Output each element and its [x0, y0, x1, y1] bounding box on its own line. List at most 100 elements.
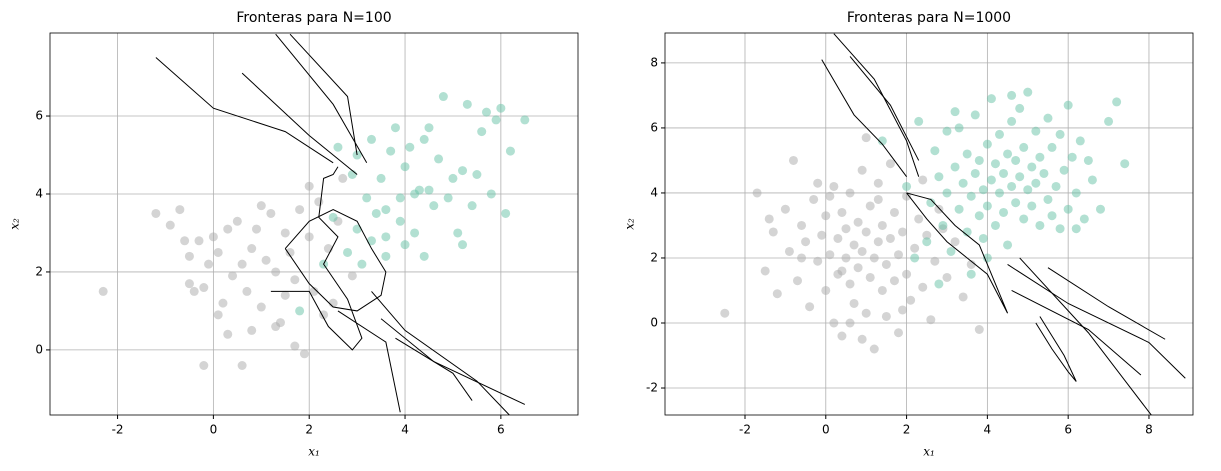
- point: [926, 315, 936, 325]
- point: [1011, 198, 1021, 208]
- decision-boundary: [833, 33, 920, 177]
- point: [175, 205, 185, 215]
- point: [520, 115, 530, 125]
- point: [768, 227, 778, 237]
- y-tick-label: 0: [650, 315, 658, 329]
- point: [448, 173, 458, 183]
- point: [381, 205, 391, 215]
- point: [829, 181, 839, 191]
- point: [857, 165, 867, 175]
- decision-boundary: [284, 209, 387, 312]
- point: [922, 230, 932, 240]
- point: [410, 228, 420, 238]
- point: [954, 204, 964, 214]
- point: [930, 146, 940, 156]
- point: [954, 123, 964, 133]
- point: [829, 318, 839, 328]
- point: [902, 269, 912, 279]
- point: [853, 217, 863, 227]
- point: [410, 189, 420, 199]
- decision-boundary: [1047, 267, 1166, 340]
- point: [898, 227, 908, 237]
- point: [333, 142, 343, 152]
- point: [429, 201, 439, 211]
- point: [290, 275, 300, 285]
- point: [390, 123, 400, 133]
- point: [256, 302, 266, 312]
- y-tick-label: 2: [650, 250, 658, 264]
- point: [486, 189, 496, 199]
- point: [1031, 126, 1041, 136]
- point: [366, 134, 376, 144]
- point: [381, 232, 391, 242]
- point: [986, 94, 996, 104]
- point: [958, 178, 968, 188]
- point: [1047, 142, 1057, 152]
- point: [1027, 162, 1037, 172]
- point: [381, 251, 391, 261]
- point: [180, 236, 190, 246]
- point: [821, 285, 831, 295]
- point: [400, 162, 410, 172]
- point: [958, 292, 968, 302]
- point: [974, 324, 984, 334]
- point: [462, 99, 472, 109]
- point: [849, 298, 859, 308]
- x-tick-label: -2: [739, 423, 751, 437]
- point: [966, 191, 976, 201]
- point: [434, 154, 444, 164]
- decision-boundary: [906, 192, 1009, 314]
- point: [386, 146, 396, 156]
- point: [764, 214, 774, 224]
- point: [189, 286, 199, 296]
- point: [934, 279, 944, 289]
- point: [893, 250, 903, 260]
- point: [256, 201, 266, 211]
- point: [1112, 97, 1122, 107]
- point: [885, 159, 895, 169]
- point: [780, 204, 790, 214]
- x-tick-label: 8: [1145, 423, 1153, 437]
- point: [825, 191, 835, 201]
- point: [237, 259, 247, 269]
- point: [1067, 152, 1077, 162]
- point: [873, 178, 883, 188]
- point: [472, 169, 482, 179]
- chart-title: Fronteras para N=1000: [847, 10, 1011, 26]
- point: [1023, 185, 1033, 195]
- point: [1003, 149, 1013, 159]
- point: [1007, 116, 1017, 126]
- point: [999, 168, 1009, 178]
- point: [280, 290, 290, 300]
- point: [784, 246, 794, 256]
- x-tick-label: 6: [1064, 423, 1072, 437]
- point: [942, 188, 952, 198]
- point: [328, 298, 338, 308]
- point: [304, 181, 314, 191]
- point: [837, 266, 847, 276]
- point: [280, 228, 290, 238]
- point: [1075, 136, 1085, 146]
- point: [405, 142, 415, 152]
- point: [966, 269, 976, 279]
- point: [1071, 188, 1081, 198]
- point: [1043, 113, 1053, 123]
- decision-boundary: [241, 72, 358, 175]
- point: [299, 349, 309, 359]
- point: [242, 286, 252, 296]
- decision-boundary: [1019, 257, 1152, 415]
- point: [424, 185, 434, 195]
- point: [978, 233, 988, 243]
- point: [982, 201, 992, 211]
- point: [970, 110, 980, 120]
- point: [926, 198, 936, 208]
- point: [357, 259, 367, 269]
- point: [204, 259, 214, 269]
- decision-boundary: [821, 59, 907, 177]
- point: [362, 193, 372, 203]
- point: [419, 134, 429, 144]
- point: [165, 220, 175, 230]
- decision-boundary: [270, 166, 363, 351]
- point: [1063, 204, 1073, 214]
